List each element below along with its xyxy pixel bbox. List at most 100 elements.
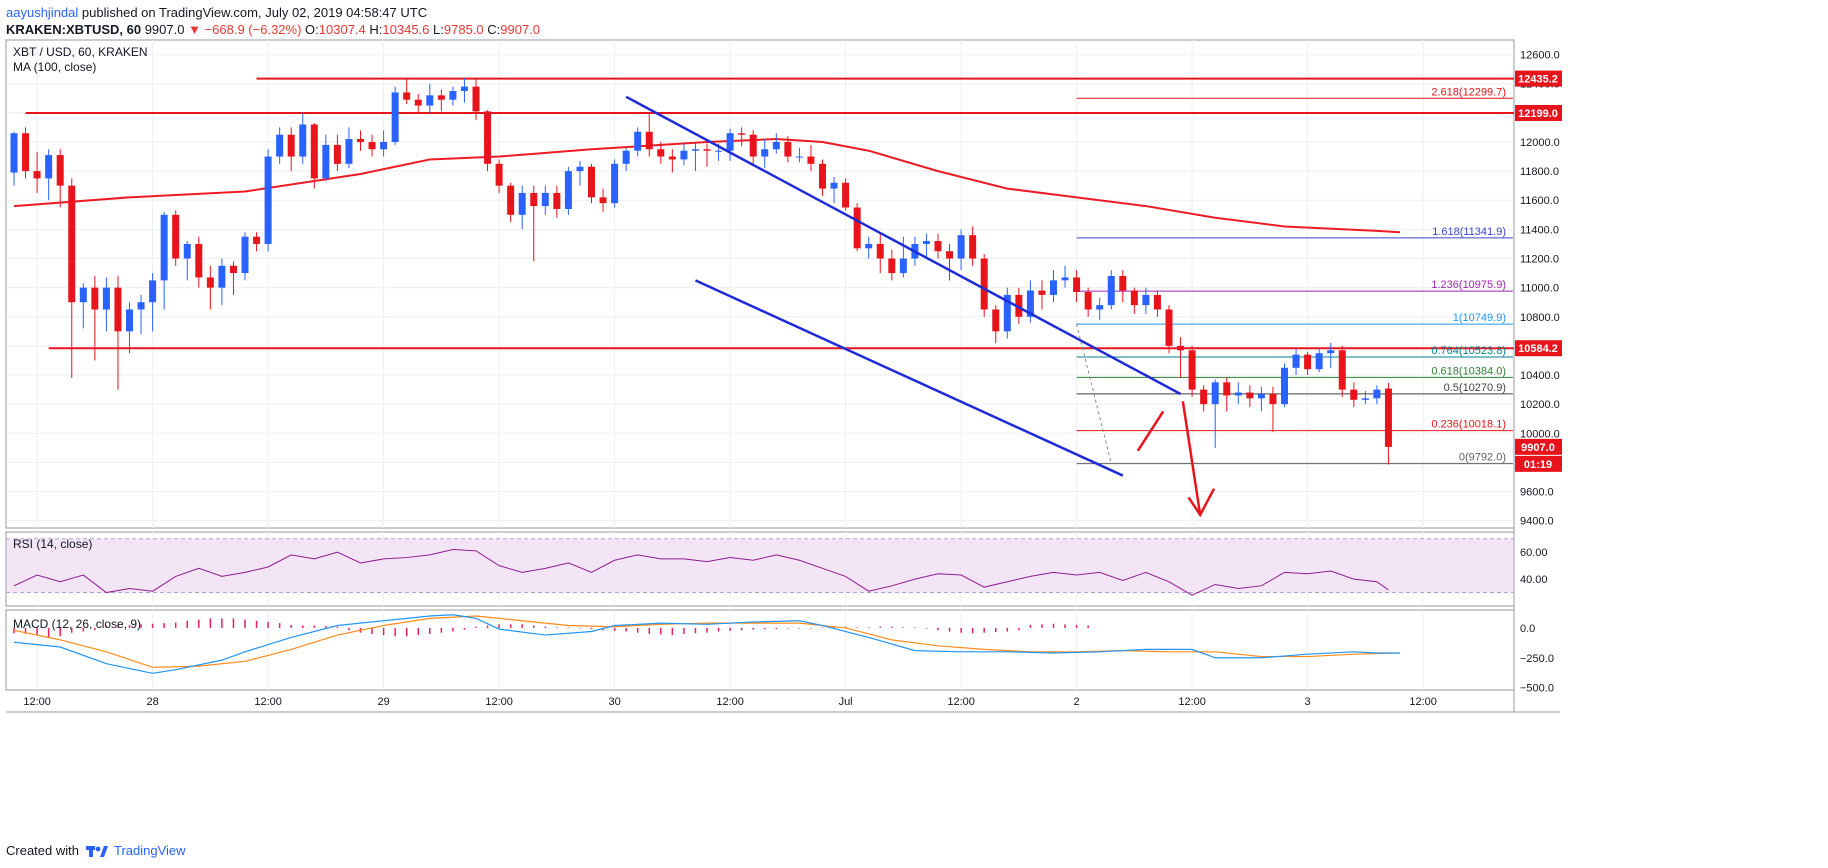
- x-tick-label: Jul: [839, 696, 853, 708]
- candle-body: [333, 144, 341, 164]
- x-tick-label: 12:00: [716, 696, 744, 708]
- candle-body: [472, 86, 480, 112]
- candle-body: [495, 163, 503, 186]
- y-tick-label: 10000.0: [1520, 428, 1560, 440]
- y-tick-label: 10800.0: [1520, 312, 1560, 324]
- rsi-title: RSI (14, close): [13, 537, 92, 551]
- fib-label: 1.236(10975.9): [1431, 279, 1506, 291]
- chart-title: XBT / USD, 60, KRAKEN: [13, 45, 148, 59]
- candle-body: [126, 309, 133, 332]
- candle-body: [1015, 294, 1023, 317]
- candle-body: [1188, 350, 1196, 390]
- candle-body: [865, 243, 873, 249]
- candle-body: [206, 277, 214, 288]
- low-value: 9785.0: [443, 22, 484, 37]
- fib-label: 0.764(10523.8): [1431, 345, 1506, 357]
- candle-body: [322, 144, 330, 179]
- candle-body: [588, 166, 595, 198]
- candle-body: [137, 302, 145, 310]
- rsi-band: [7, 538, 1513, 593]
- candle-body: [645, 131, 653, 150]
- candle-body: [761, 149, 769, 157]
- high-value: 10345.6: [382, 22, 430, 37]
- published-text: published on TradingView.com, July 02, 2…: [78, 5, 428, 20]
- candle-body: [1281, 367, 1288, 405]
- candle-body: [310, 124, 318, 179]
- candle-body: [1038, 290, 1046, 295]
- y-tick-label: 11800.0: [1520, 166, 1559, 178]
- candle-body: [795, 156, 803, 158]
- resistance-price-label: 10584.2: [1518, 343, 1558, 355]
- candle-body: [530, 192, 538, 207]
- x-tick-label: 12:00: [485, 696, 513, 708]
- candle-body: [992, 309, 1000, 332]
- y-tick-label: 11400.0: [1520, 224, 1559, 236]
- candle-body: [1350, 389, 1358, 400]
- candle-body: [691, 149, 699, 151]
- macd-y-tick-label: 0.0: [1520, 623, 1535, 635]
- x-tick-label: 12:00: [1178, 696, 1206, 708]
- candle-body: [599, 197, 607, 204]
- macd-title: MACD (12, 26, close, 9): [13, 617, 141, 631]
- y-tick-label: 10200.0: [1520, 399, 1560, 411]
- created-with-label: Created with: [6, 843, 79, 858]
- channel-upper-line[interactable]: [625, 95, 1182, 396]
- publish-line: aayushjindal published on TradingView.co…: [6, 4, 540, 21]
- ma-legend: MA (100, close): [13, 60, 96, 74]
- rsi-y-tick-label: 40.00: [1520, 574, 1548, 586]
- rsi-y-tick-label: 60.00: [1520, 547, 1548, 559]
- candle-body: [784, 141, 792, 157]
- open-value: 10307.4: [318, 22, 366, 37]
- rsi-line: [13, 548, 1389, 596]
- candle-body: [160, 214, 168, 281]
- candle-body: [1315, 353, 1323, 370]
- candle-body: [807, 156, 815, 164]
- x-tick-label: 12:00: [254, 696, 282, 708]
- tradingview-link[interactable]: TradingView: [114, 843, 186, 858]
- candle-body: [1107, 275, 1115, 306]
- candle-body: [45, 155, 53, 179]
- candle-body: [1119, 275, 1127, 291]
- candle-body: [842, 182, 850, 208]
- candle-body: [460, 86, 468, 91]
- macd-line: [13, 614, 1400, 674]
- candle-body: [1384, 388, 1392, 447]
- candle-body: [541, 192, 549, 207]
- x-tick-label: 29: [377, 696, 389, 708]
- footer: Created with TradingView: [6, 843, 186, 858]
- y-tick-label: 9600.0: [1520, 487, 1554, 499]
- candle-body: [33, 171, 41, 179]
- candle-body: [957, 235, 965, 259]
- candle-body: [1257, 393, 1265, 399]
- channel-lower-line[interactable]: [694, 279, 1124, 477]
- candle-body: [934, 241, 942, 252]
- countdown-label: 01:19: [1524, 459, 1552, 471]
- candle-body: [357, 139, 364, 142]
- candle-body: [899, 258, 907, 274]
- candle-body: [1061, 277, 1069, 281]
- candle-body: [1073, 277, 1081, 293]
- x-tick-label: 3: [1305, 696, 1311, 708]
- candle-body: [853, 207, 861, 249]
- candle-body: [876, 243, 884, 259]
- drop-arrow-shaft: [1181, 401, 1202, 516]
- fib-label: 1.618(11341.9): [1432, 226, 1506, 238]
- candle-body: [1050, 280, 1057, 295]
- candle-body: [79, 287, 87, 303]
- candle-body: [703, 149, 711, 151]
- x-tick-label: 12:00: [23, 696, 51, 708]
- candle-body: [484, 111, 492, 164]
- resistance-price-tag: [1515, 70, 1562, 87]
- candle-body: [819, 163, 826, 189]
- y-tick-label: 11000.0: [1520, 283, 1559, 295]
- candle-body: [380, 141, 388, 150]
- candle-body: [299, 124, 307, 157]
- candle-body: [946, 251, 954, 259]
- low-label: L:: [433, 22, 444, 37]
- candle-body: [1177, 345, 1185, 351]
- author-link[interactable]: aayushjindal: [6, 5, 79, 20]
- candle-body: [715, 150, 723, 152]
- resistance-price-tag: [1515, 340, 1562, 357]
- candle-body: [149, 280, 157, 303]
